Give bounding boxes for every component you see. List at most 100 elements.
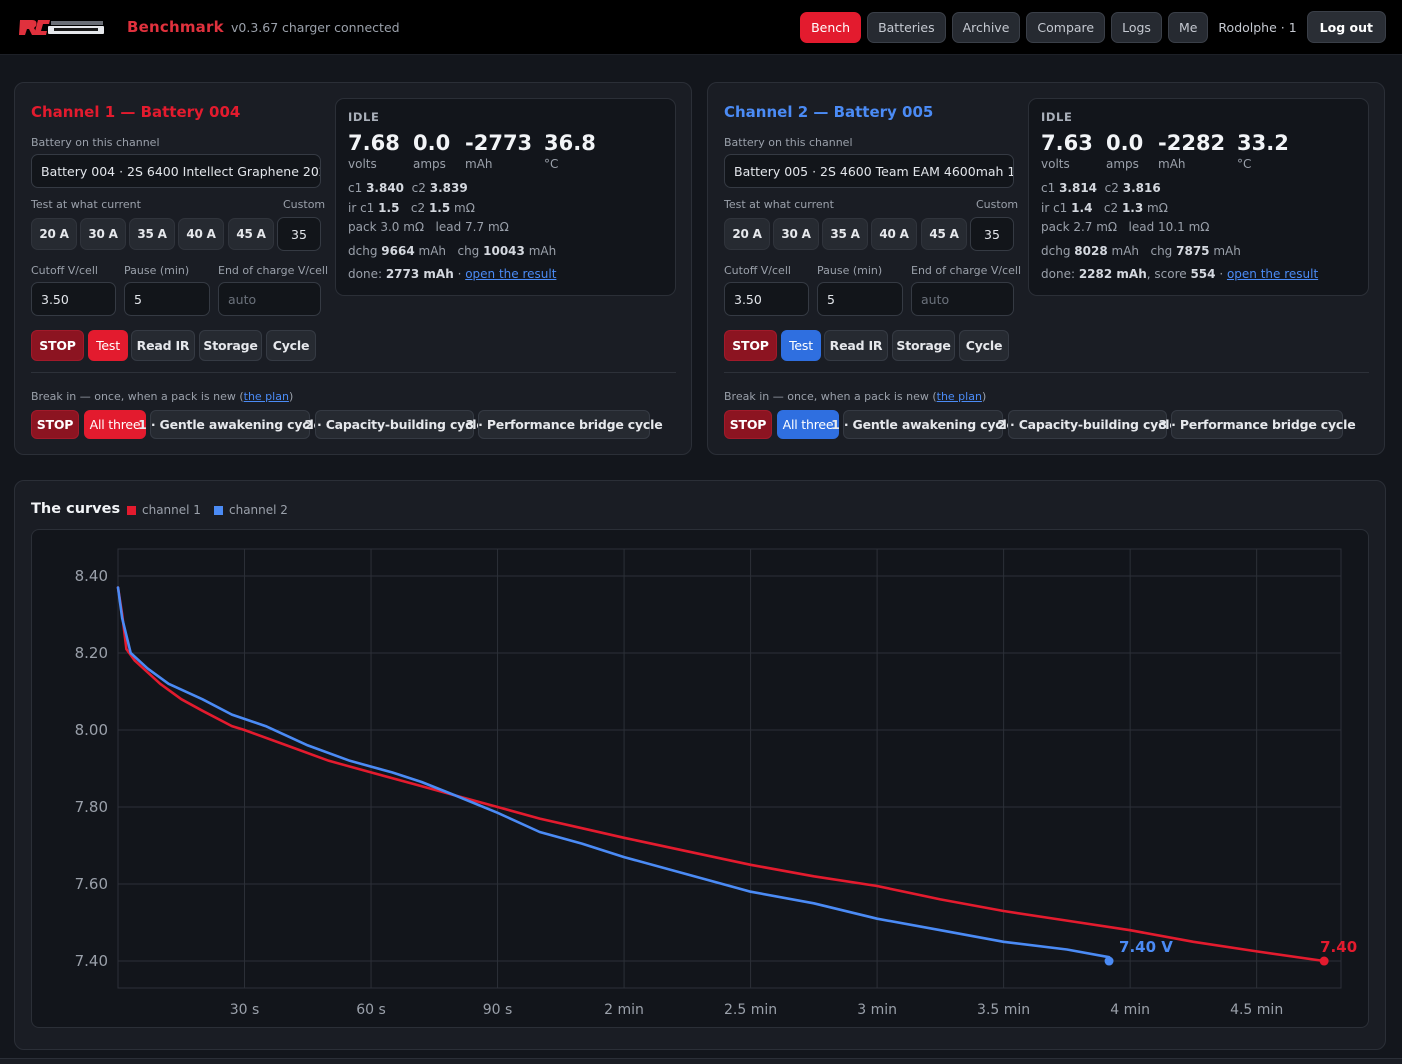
current-30a-button[interactable]: 30 A <box>80 218 126 250</box>
pause-label: Pause (min) <box>124 264 190 277</box>
current-40a-button[interactable]: 40 A <box>871 218 917 250</box>
series-line-channel-2 <box>116 586 1111 963</box>
end-charge-input[interactable]: auto <box>218 282 321 316</box>
nav-bench[interactable]: Bench <box>800 11 862 43</box>
capacity-building-button[interactable]: 2 · Capacity-building cycle <box>304 410 485 439</box>
performance-bridge-button[interactable]: 3 · Performance bridge cycle <box>466 410 663 439</box>
x-tick-label: 4 min <box>1110 1002 1150 1018</box>
y-tick-label: 7.60 <box>75 875 108 893</box>
cell-ir: ir c1 1.4 c2 1.3 mΩ <box>1041 201 1168 215</box>
dchg-label: dchg <box>348 244 378 258</box>
legend-channel-1: channel 1 <box>127 503 201 517</box>
volts-unit: volts <box>1041 157 1070 171</box>
volts-unit: volts <box>348 157 377 171</box>
amps-value: 0.0 <box>1106 131 1144 155</box>
c2-label: c2 <box>1104 181 1119 195</box>
current-20a-button[interactable]: 20 A <box>724 218 770 250</box>
all-three-button[interactable]: All three <box>777 410 839 439</box>
cutoff-label: Cutoff V/cell <box>31 264 98 277</box>
break-in-stop-button[interactable]: STOP <box>31 410 79 439</box>
all-three-button[interactable]: All three <box>84 410 146 439</box>
read-ir-button[interactable]: Read IR <box>824 330 888 361</box>
pack-ir: pack 2.7 mΩ lead 10.1 mΩ <box>1041 220 1209 234</box>
c1-label: c1 <box>1041 181 1056 195</box>
dchg-label: dchg <box>1041 244 1071 258</box>
done-line: done: 2773 mAh · open the result <box>348 267 556 281</box>
chg-unit: mAh <box>528 244 557 258</box>
current-45a-button[interactable]: 45 A <box>921 218 967 250</box>
pack-ir: pack 3.0 mΩ lead 7.7 mΩ <box>348 220 509 234</box>
custom-current-input[interactable]: 35 <box>277 217 321 251</box>
nav-logs[interactable]: Logs <box>1111 11 1162 43</box>
break-in-close: ) <box>288 390 294 403</box>
dchg-unit: mAh <box>418 244 447 258</box>
current-30a-button[interactable]: 30 A <box>773 218 819 250</box>
test-button[interactable]: Test <box>88 330 128 361</box>
x-tick-label: 4.5 min <box>1230 1002 1283 1018</box>
logout-button[interactable]: Log out <box>1306 11 1386 43</box>
ir-c2-label: c2 <box>410 201 426 215</box>
read-ir-button[interactable]: Read IR <box>131 330 195 361</box>
gentle-awakening-button[interactable]: 1 · Gentle awakening cycle <box>831 410 1015 439</box>
dchg-value: 9664 <box>381 244 415 258</box>
rc-discharger-logo[interactable] <box>18 16 106 38</box>
capacity-building-button[interactable]: 2 · Capacity-building cycle <box>997 410 1178 439</box>
battery-select[interactable]: Battery 005 · 2S 4600 Team EAM 4600mah 1 <box>724 154 1014 188</box>
plan-link[interactable]: the plan <box>243 390 289 403</box>
amps-unit: amps <box>1106 157 1139 171</box>
temp-unit: °C <box>544 157 559 171</box>
cycle-button[interactable]: Cycle <box>959 330 1009 361</box>
current-40a-button[interactable]: 40 A <box>178 218 224 250</box>
state-label: IDLE <box>1041 110 1073 124</box>
legend-label-1: channel 1 <box>142 503 201 517</box>
plan-link[interactable]: the plan <box>936 390 982 403</box>
pack-ir-value: pack 3.0 mΩ <box>348 220 425 234</box>
chg-value: 7875 <box>1176 244 1210 258</box>
ir-c2-value: 1.5 <box>428 201 451 215</box>
cell-voltages: c1 3.840 c2 3.839 <box>348 181 468 195</box>
charger-status: charger connected <box>282 20 400 35</box>
c1-value: 3.840 <box>366 181 405 195</box>
pause-input[interactable]: 5 <box>817 282 903 316</box>
nav-me[interactable]: Me <box>1167 11 1209 43</box>
c2-value: 3.839 <box>429 181 468 195</box>
done-line: done: 2282 mAh, score 554 · open the res… <box>1041 267 1318 281</box>
performance-bridge-button[interactable]: 3 · Performance bridge cycle <box>1159 410 1356 439</box>
cutoff-input[interactable]: 3.50 <box>724 282 809 316</box>
current-45a-button[interactable]: 45 A <box>228 218 274 250</box>
y-tick-label: 8.40 <box>75 567 108 585</box>
gentle-awakening-button[interactable]: 1 · Gentle awakening cycle <box>138 410 322 439</box>
nav-archive[interactable]: Archive <box>951 11 1021 43</box>
done-value: 2282 mAh <box>1078 267 1147 281</box>
x-tick-label: 30 s <box>230 1002 260 1018</box>
y-tick-label: 7.40 <box>75 952 108 970</box>
section-divider <box>31 372 676 373</box>
break-in-stop-button[interactable]: STOP <box>724 410 772 439</box>
end-charge-label: End of charge V/cell <box>218 264 328 277</box>
open-result-link[interactable]: open the result <box>465 267 557 281</box>
current-35a-button[interactable]: 35 A <box>129 218 175 250</box>
test-current-label: Test at what current <box>31 198 141 211</box>
storage-button[interactable]: Storage <box>892 330 955 361</box>
custom-current-input[interactable]: 35 <box>970 217 1014 251</box>
pause-input[interactable]: 5 <box>124 282 210 316</box>
test-button[interactable]: Test <box>781 330 821 361</box>
open-result-link[interactable]: open the result <box>1226 267 1319 281</box>
cycle-button[interactable]: Cycle <box>266 330 316 361</box>
done-separator: , score <box>1146 267 1191 281</box>
chg-value: 10043 <box>483 244 525 258</box>
done-label: done: <box>1041 267 1075 281</box>
end-charge-input[interactable]: auto <box>911 282 1014 316</box>
battery-select[interactable]: Battery 004 · 2S 6400 Intellect Graphene… <box>31 154 321 188</box>
nav-compare[interactable]: Compare <box>1026 11 1106 43</box>
stop-button[interactable]: STOP <box>724 330 777 361</box>
current-35a-button[interactable]: 35 A <box>822 218 868 250</box>
storage-button[interactable]: Storage <box>199 330 262 361</box>
stop-button[interactable]: STOP <box>31 330 84 361</box>
current-20a-button[interactable]: 20 A <box>31 218 77 250</box>
cutoff-input[interactable]: 3.50 <box>31 282 116 316</box>
x-tick-label: 2 min <box>604 1002 644 1018</box>
volts-value: 7.68 <box>348 131 400 155</box>
nav-batteries[interactable]: Batteries <box>867 11 946 43</box>
c2-label: c2 <box>411 181 426 195</box>
